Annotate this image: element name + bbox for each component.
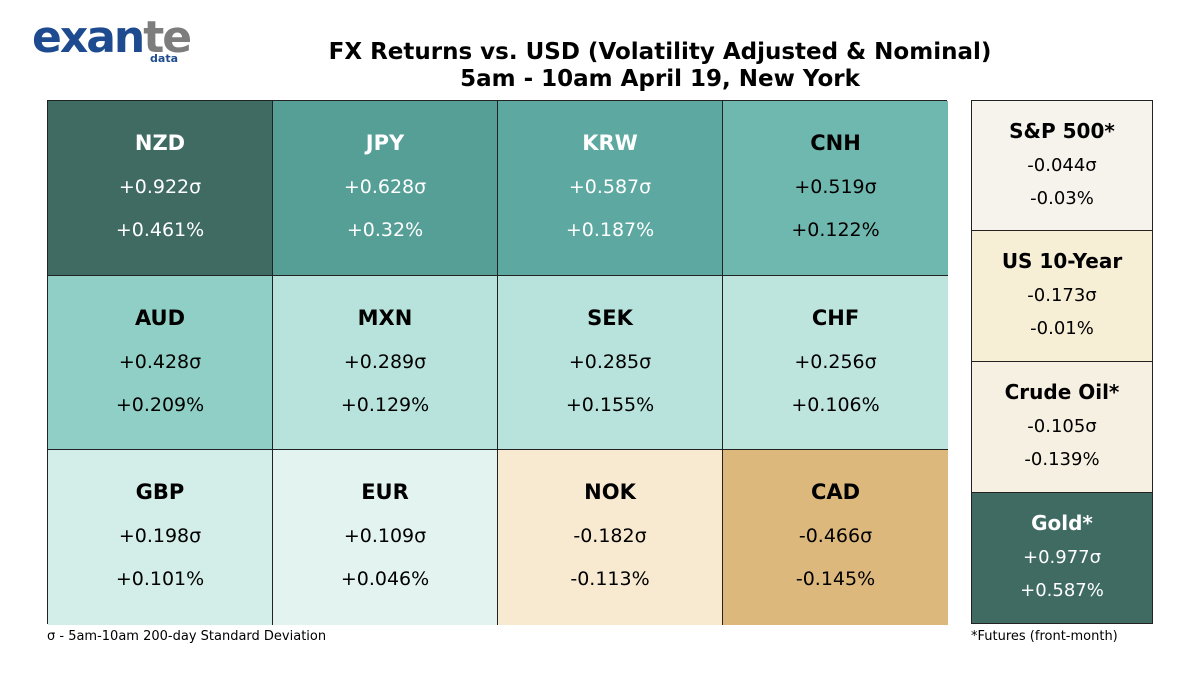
logo-word-blue: exan	[32, 12, 145, 63]
vol-adjusted-value: +0.519σ	[794, 176, 877, 198]
currency-code: JPY	[365, 131, 405, 155]
currency-cell-nzd: NZD +0.922σ +0.461%	[48, 101, 273, 276]
asset-box-us-10-year: US 10-Year -0.173σ -0.01%	[971, 231, 1153, 362]
chart-subtitle: 5am - 10am April 19, New York	[460, 66, 860, 92]
currency-code: CNH	[810, 131, 861, 155]
currency-code: CHF	[811, 305, 860, 330]
vol-adjusted-value: +0.977σ	[1022, 547, 1102, 568]
nominal-return: +0.461%	[115, 219, 205, 241]
vol-adjusted-value: -0.105σ	[1027, 416, 1097, 437]
nominal-return: +0.155%	[565, 393, 655, 416]
nominal-return: +0.046%	[340, 568, 430, 590]
logo-subtext: data	[150, 52, 178, 65]
sigma-footnote: σ - 5am-10am 200-day Standard Deviation	[47, 629, 327, 644]
currency-code: KRW	[582, 131, 638, 155]
currency-code: GBP	[135, 480, 185, 504]
nominal-return: -0.145%	[795, 568, 876, 590]
currency-cell-chf: CHF +0.256σ +0.106%	[723, 275, 948, 450]
nominal-return: -0.03%	[1030, 188, 1094, 209]
asset-box-crude-oil: Crude Oil* -0.105σ -0.139%	[971, 362, 1153, 493]
vol-adjusted-value: +0.922σ	[118, 176, 202, 198]
currency-cell-jpy: JPY +0.628σ +0.32%	[273, 101, 498, 276]
exante-logo: exante data	[32, 14, 192, 66]
vol-adjusted-value: +0.587σ	[568, 176, 652, 198]
asset-box-gold: Gold* +0.977σ +0.587%	[971, 493, 1153, 624]
currency-cell-aud: AUD +0.428σ +0.209%	[48, 275, 273, 450]
chart-title: FX Returns vs. USD (Volatility Adjusted …	[328, 39, 992, 65]
currency-code: MXN	[357, 305, 413, 330]
vol-adjusted-value: +0.289σ	[343, 350, 427, 373]
nominal-return: +0.209%	[115, 393, 205, 416]
nominal-return: +0.101%	[115, 568, 205, 590]
currency-cell-krw: KRW +0.587σ +0.187%	[498, 101, 723, 276]
nominal-return: +0.587%	[1020, 580, 1104, 601]
nominal-return: -0.01%	[1030, 318, 1094, 339]
currency-cell-cnh: CNH +0.519σ +0.122%	[723, 101, 948, 276]
vol-adjusted-value: -0.173σ	[1027, 285, 1097, 306]
currency-cell-eur: EUR +0.109σ +0.046%	[273, 450, 498, 625]
vol-adjusted-value: +0.285σ	[568, 350, 652, 373]
currency-cell-cad: CAD -0.466σ -0.145%	[723, 450, 948, 625]
nominal-return: +0.32%	[346, 219, 424, 241]
nominal-return: -0.139%	[1024, 449, 1100, 470]
nominal-return: +0.187%	[565, 219, 655, 241]
other-assets-column: S&P 500* -0.044σ -0.03% US 10-Year -0.173σ -0…	[971, 100, 1153, 624]
vol-adjusted-value: +0.428σ	[118, 350, 202, 373]
currency-code: CAD	[810, 480, 861, 504]
vol-adjusted-value: -0.182σ	[573, 525, 647, 547]
currency-code: NZD	[134, 131, 186, 155]
vol-adjusted-value: +0.109σ	[343, 525, 427, 547]
nominal-return: +0.106%	[791, 393, 880, 416]
currency-code: AUD	[134, 305, 186, 330]
asset-name: S&P 500*	[1009, 119, 1115, 143]
logo-word-gray: te	[143, 12, 192, 63]
currency-cell-gbp: GBP +0.198σ +0.101%	[48, 450, 273, 625]
futures-footnote: *Futures (front-month)	[971, 629, 1118, 644]
vol-adjusted-value: +0.628σ	[343, 176, 427, 198]
nominal-return: -0.113%	[570, 568, 650, 590]
vol-adjusted-value: -0.466σ	[798, 525, 873, 547]
currency-cell-nok: NOK -0.182σ -0.113%	[498, 450, 723, 625]
vol-adjusted-value: -0.044σ	[1027, 155, 1097, 176]
vol-adjusted-value: +0.256σ	[794, 350, 877, 373]
currency-code: SEK	[587, 305, 633, 330]
currency-code: EUR	[361, 480, 409, 504]
currency-cell-mxn: MXN +0.289σ +0.129%	[273, 275, 498, 450]
currency-cell-sek: SEK +0.285σ +0.155%	[498, 275, 723, 450]
asset-name: US 10-Year	[1001, 249, 1123, 273]
nominal-return: +0.129%	[340, 393, 430, 416]
asset-name: Crude Oil*	[1004, 380, 1120, 404]
currency-code: NOK	[584, 480, 636, 504]
vol-adjusted-value: +0.198σ	[118, 525, 202, 547]
asset-name: Gold*	[1031, 511, 1093, 535]
currency-heatmap-grid: NZD +0.922σ +0.461% JPY +0.628σ +0.32% KRW +0.5…	[47, 100, 948, 625]
logo-wordmark: exante	[32, 12, 192, 63]
nominal-return: +0.122%	[791, 219, 880, 241]
asset-box-s-p-500: S&P 500* -0.044σ -0.03%	[971, 100, 1153, 231]
